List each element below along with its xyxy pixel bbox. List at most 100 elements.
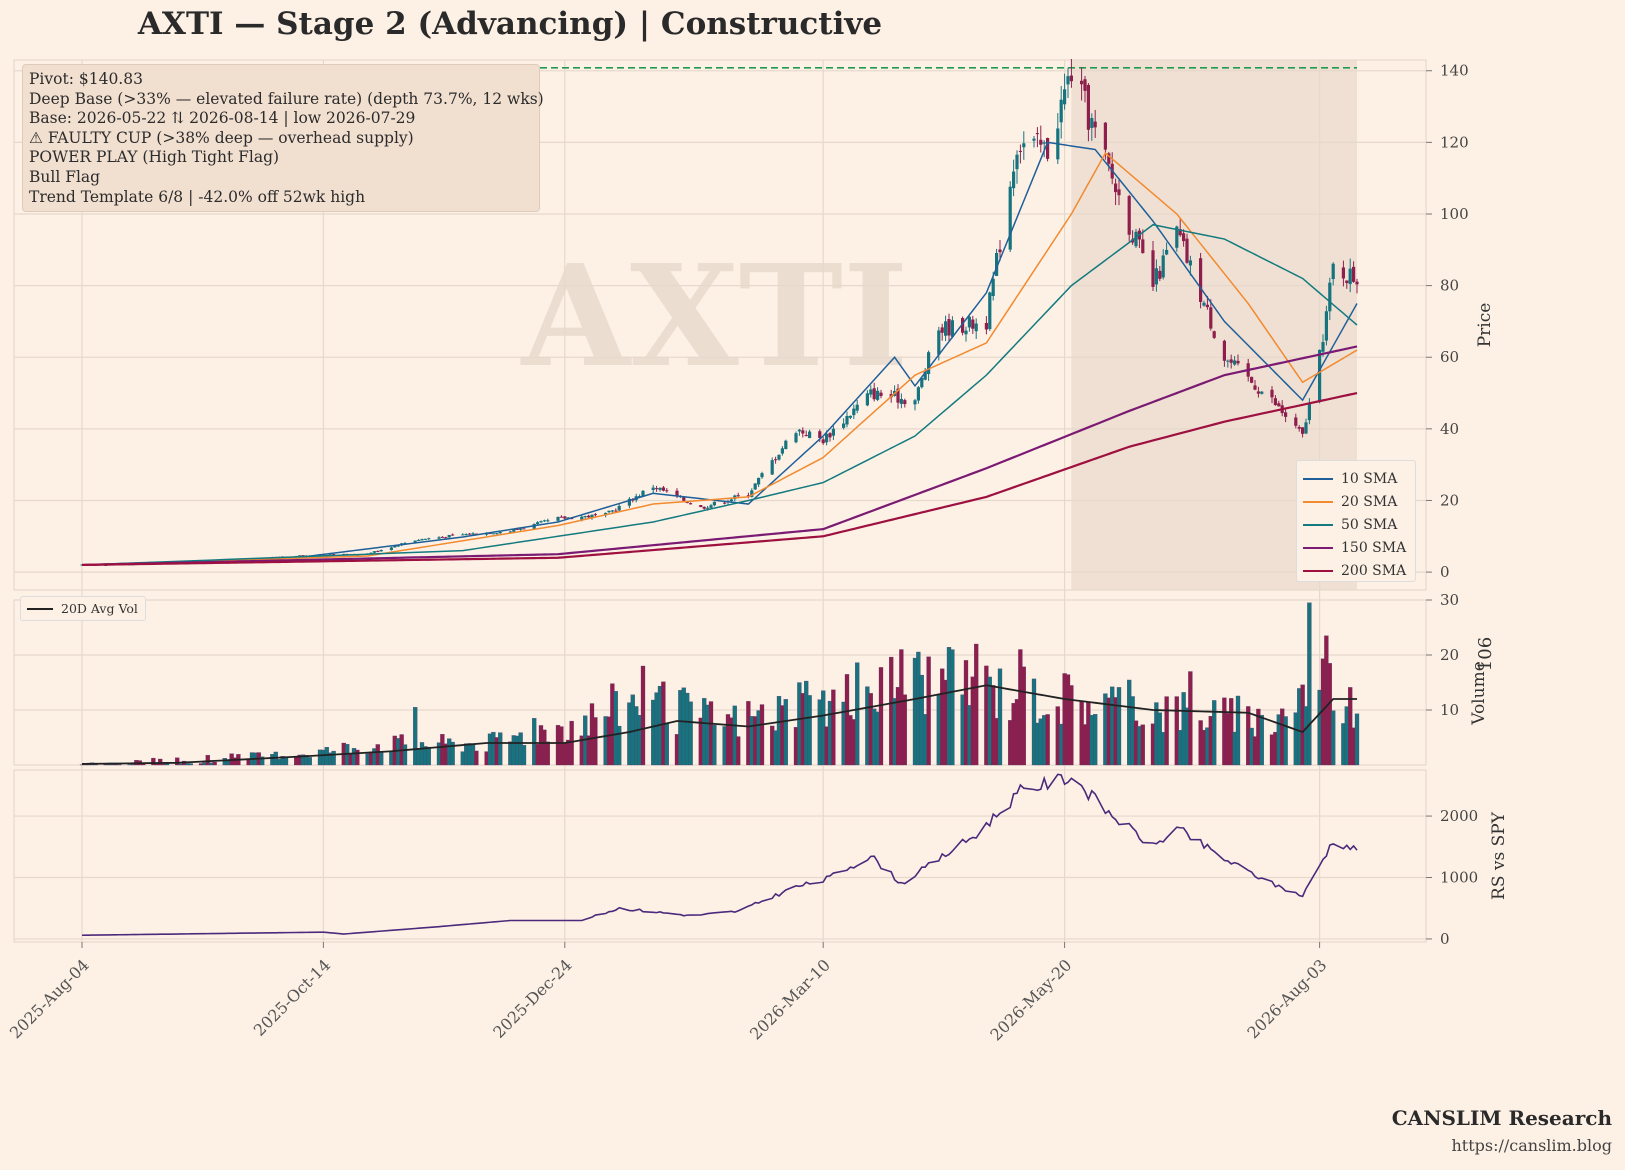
candle-body [1277,403,1281,407]
candle-body [831,428,835,436]
candle-body [1236,360,1240,364]
volume-bar [545,741,550,766]
candle-body [927,352,931,375]
volume-legend: 20D Avg Vol [20,596,146,621]
candle-body [1226,360,1230,362]
candle-body [1212,331,1216,338]
candle-body [780,448,784,454]
x-tick-label: 2026-Mar-10 [746,955,834,1043]
candle-body [379,549,383,552]
candle-body [1318,349,1322,403]
candle-body [685,501,689,504]
candle-body [1284,412,1288,417]
price-y-tick-label: 0 [1440,563,1450,581]
candle-body [461,534,465,536]
volume-bar [1069,685,1074,766]
candle-body [661,487,665,491]
legend-item-200-sma: 200 SMA [1303,559,1409,582]
pattern-info-box: Pivot: $140.83 Deep Base (>33% — elevate… [22,64,544,212]
candle-body [491,533,495,535]
candle-body [1165,249,1169,255]
candle-body [1090,118,1094,128]
sma-line-200-sma [81,391,1358,567]
candle-body [971,319,975,329]
candle-body [447,534,451,538]
candle-body [801,430,805,434]
candle-body [332,554,336,556]
candle-body [627,498,631,506]
price-y-tick-label: 100 [1440,205,1469,223]
candle-body [1154,268,1158,285]
candle-body [372,551,376,553]
volume-bar [260,756,265,766]
candle-body [699,505,703,508]
volume-bar [950,649,955,766]
legend-item-20-sma: 20 SMA [1303,490,1409,513]
candle-body [546,520,550,522]
candle-body [1059,99,1063,123]
price-panel-frame [13,59,1427,591]
x-tick-label: 2025-Aug-04 [6,955,93,1042]
candle-body [1270,389,1274,398]
footer-url[interactable]: https://canslim.blog [1451,1136,1612,1155]
candle-body [563,516,567,519]
candle-body [464,534,468,536]
price-y-tick-label: 120 [1440,133,1469,151]
candle-body [471,533,475,535]
candle-body [1039,139,1043,145]
candle-body [522,528,526,530]
candle-body [689,503,693,505]
candle-body [753,483,757,490]
info-bull-flag: Bull Flag [29,167,101,186]
candle-body [655,488,659,490]
candle-body [301,555,305,557]
candle-body [855,404,859,411]
volume-bar [151,757,156,766]
candle-body [566,517,570,519]
price-y-tick-label: 20 [1440,491,1459,509]
rs-axis-label: RS vs SPY [1489,811,1509,900]
price-y-tick-label: 80 [1440,277,1459,295]
price-axis-label: Price [1475,303,1495,348]
candle-body [1015,154,1019,170]
candle-body [396,545,400,547]
volume-bar [831,689,836,766]
candle-body [1202,302,1206,306]
candle-body [1018,150,1022,152]
candle-body [1253,385,1257,390]
candle-body [1307,402,1311,421]
candle-body [1161,255,1165,278]
volume-bar [1212,700,1217,766]
volume-bar [736,736,741,766]
candle-body [723,502,727,504]
candle-body [1294,417,1298,426]
volume-bar [855,662,860,766]
candle-body [1260,391,1264,394]
candle-body [1352,266,1356,282]
candle-body [1324,311,1328,341]
volume-bar [426,746,431,766]
volume-bar [1354,713,1360,766]
candle-body [1301,427,1305,434]
candle-body [298,555,302,557]
candle-body [1103,122,1107,150]
volume-bar [379,751,384,766]
price-y-tick-label: 60 [1440,348,1459,366]
candle-body [760,473,764,478]
candle-body [712,501,716,506]
candle-body [991,278,995,296]
candle-body [590,514,594,519]
volume-bar [117,764,122,766]
info-trend-template: Trend Template 6/8 | -42.0% off 52wk hig… [29,187,366,206]
candle-body [536,522,540,525]
candle-body [675,490,679,497]
candle-body [413,540,417,544]
candle-body [638,496,642,498]
candle-body [583,516,587,518]
candle-body [1188,260,1192,266]
candle-body [879,392,883,396]
candle-body [1182,233,1186,242]
candle-body [774,459,778,461]
candle-body [587,515,591,518]
